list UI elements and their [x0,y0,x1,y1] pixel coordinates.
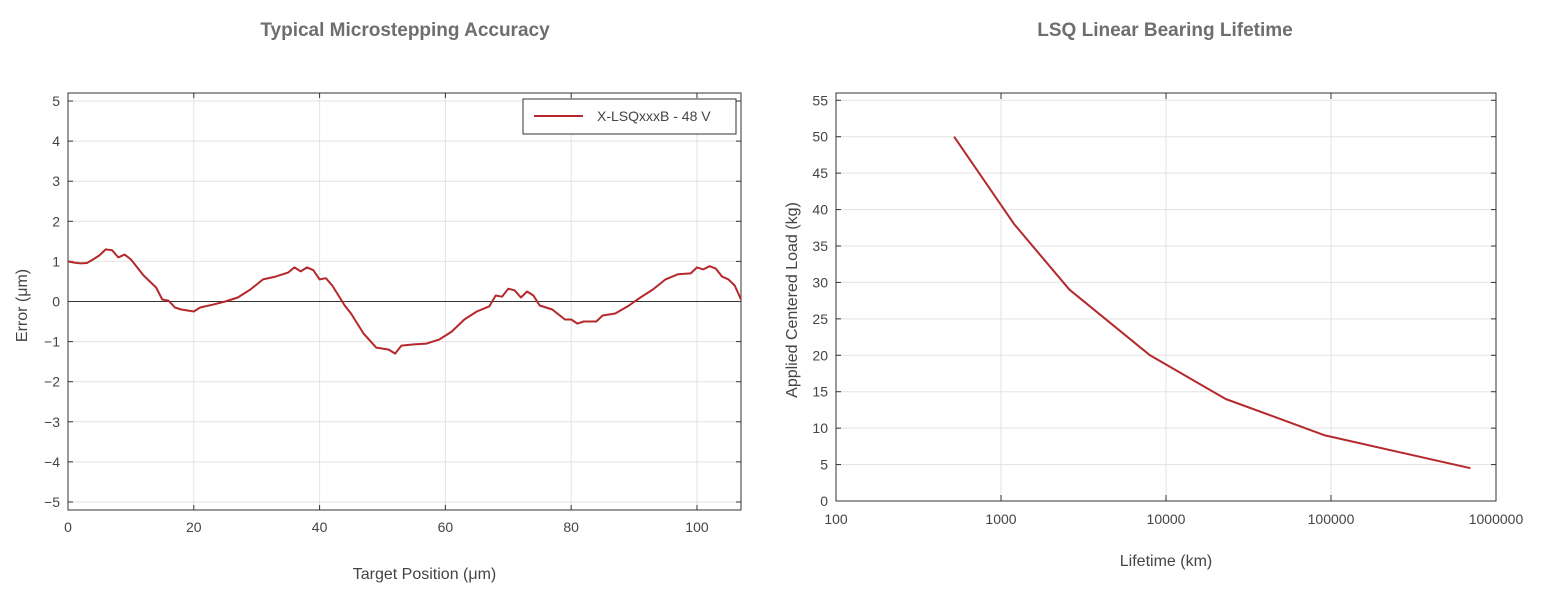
left-legend-label: X-LSQxxxB - 48 V [597,108,711,124]
left-x-tick-label: 20 [186,519,202,535]
right-y-tick-label: 55 [812,92,828,108]
left-series-line [67,248,742,355]
right-x-tick-label: 10000 [1147,511,1186,527]
left-y-tick-label: −2 [44,374,60,390]
left-y-tick-label: −3 [44,414,60,430]
left-x-tick-label: 100 [685,519,709,535]
left-x-tick-label: 60 [438,519,454,535]
left-y-tick-label: −1 [44,334,60,350]
left-chart-title: Typical Microstepping Accuracy [260,20,550,41]
right-y-tick-label: 20 [812,347,828,363]
right-y-tick-label: 40 [812,202,828,218]
left-x-axis-label: Target Position (μm) [353,566,496,583]
left-y-tick-label: 2 [52,213,60,229]
right-y-tick-label: 10 [812,420,828,436]
right-series-line [953,136,1471,470]
left-y-tick-label: 1 [52,253,60,269]
right-chart-title: LSQ Linear Bearing Lifetime [1037,20,1293,41]
right-x-tick-label: 1000000 [1469,511,1524,527]
right-y-tick-label: 35 [812,238,828,254]
right-y-tick-label: 5 [820,457,828,473]
left-x-tick-label: 80 [563,519,579,535]
left-y-axis-label: Error (μm) [14,269,31,342]
left-x-tick-label: 0 [64,519,72,535]
right-y-tick-label: 45 [812,165,828,181]
right-y-tick-label: 15 [812,384,828,400]
right-y-tick-label: 50 [812,129,828,145]
left-y-tick-label: 4 [52,133,60,149]
left-y-tick-label: −4 [44,454,60,470]
right-y-tick-label: 0 [820,493,828,509]
right-y-tick-label: 25 [812,311,828,327]
right-y-axis-label: Applied Centered Load (kg) [784,202,801,398]
left-y-tick-label: 0 [52,294,60,310]
left-y-tick-label: 3 [52,173,60,189]
left-x-tick-label: 40 [312,519,328,535]
right-x-axis-label: Lifetime (km) [1120,553,1212,570]
right-x-tick-label: 1000 [985,511,1016,527]
right-y-tick-label: 30 [812,274,828,290]
left-y-tick-label: 5 [52,93,60,109]
right-x-tick-label: 100 [824,511,848,527]
left-y-tick-label: −5 [44,494,60,510]
right-x-tick-label: 100000 [1308,511,1355,527]
